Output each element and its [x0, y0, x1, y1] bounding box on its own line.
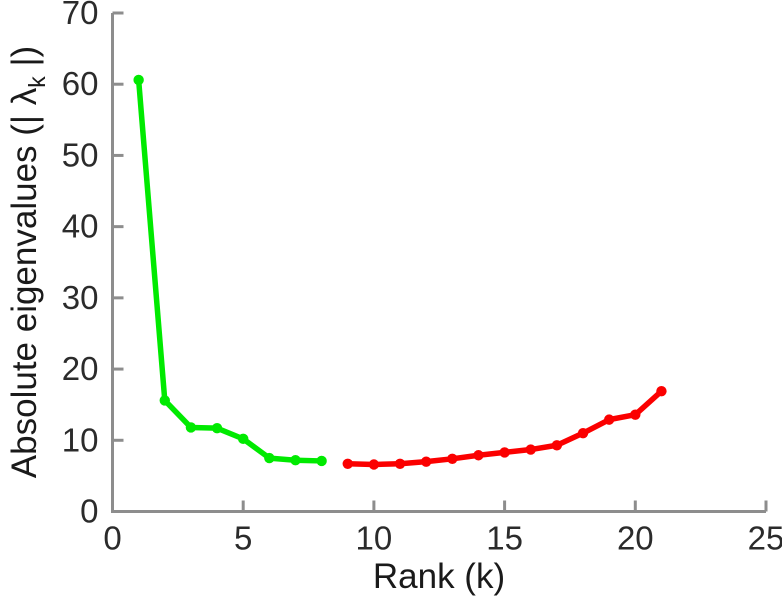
y-tick-label: 30 [62, 279, 99, 316]
x-tick-label: 0 [103, 520, 121, 557]
data-point-marker [159, 395, 170, 406]
data-point-marker [316, 455, 327, 467]
data-point-marker [499, 447, 510, 458]
y-tick-label: 70 [62, 0, 99, 31]
x-tick-label: 15 [486, 520, 523, 557]
data-point-marker [290, 455, 301, 466]
data-point-marker [551, 440, 563, 451]
data-point-marker [473, 450, 484, 461]
data-point-marker [368, 459, 380, 470]
y-axis-ticks [112, 11, 124, 513]
data-point-marker [447, 453, 458, 465]
y-axis-title-main: Absolute eigenvalues (| λ [5, 87, 44, 478]
data-series-group [133, 74, 667, 470]
data-point-marker [577, 427, 589, 439]
y-axis-title-tail: |) [5, 46, 44, 76]
axes-spines [111, 13, 766, 513]
y-tick-label: 40 [62, 208, 99, 245]
y-axis-title: Absolute eigenvalues (| λk |) [5, 46, 50, 478]
series-low-rank-green [133, 74, 327, 467]
data-point-marker [133, 74, 144, 86]
y-axis-title-subscript: k [24, 76, 50, 88]
y-tick-label: 0 [80, 493, 98, 530]
data-point-marker [264, 452, 275, 464]
data-point-marker [185, 422, 197, 433]
data-point-marker [630, 409, 641, 420]
y-tick-label: 10 [62, 421, 99, 458]
data-point-marker [603, 414, 615, 425]
x-tick-label: 20 [617, 520, 654, 557]
data-point-marker [394, 458, 406, 469]
y-tick-label: 50 [62, 136, 99, 173]
data-point-marker [420, 456, 432, 467]
x-axis-tick-labels: 0 5 10 15 20 25 [103, 520, 782, 557]
data-point-marker [238, 433, 249, 445]
y-axis-tick-labels: 0 10 20 30 40 50 60 70 [62, 0, 99, 530]
x-axis-title: Rank (k) [373, 557, 505, 596]
x-tick-label: 5 [234, 520, 252, 557]
data-point-marker [211, 422, 223, 434]
data-point-marker [342, 458, 353, 469]
y-tick-label: 20 [62, 350, 99, 387]
data-point-marker [525, 444, 536, 455]
y-tick-label: 60 [62, 65, 99, 102]
series-high-rank-red [342, 385, 667, 470]
x-axis-ticks [111, 500, 768, 512]
x-tick-label: 25 [748, 520, 782, 557]
data-point-marker [656, 385, 667, 397]
svg-text:Absolute eigenvalues (| λk |): Absolute eigenvalues (| λk |) [5, 46, 50, 478]
x-tick-label: 10 [356, 520, 393, 557]
